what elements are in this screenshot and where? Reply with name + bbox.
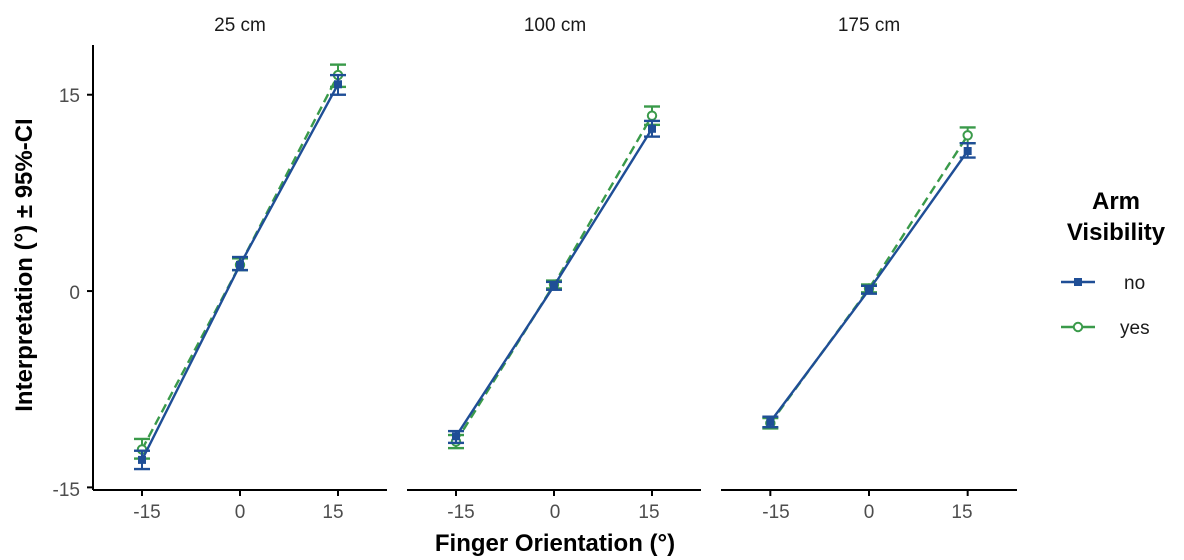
legend-key-yes-marker [1072,321,1084,333]
x-tick-label: -15 [447,502,474,523]
legend-title-line2: Visibility [1067,219,1166,246]
x-tick-label: 0 [235,502,246,523]
y-tick-label: 0 [69,283,80,304]
legend-label-yes: yes [1120,318,1150,339]
x-tick-label: 15 [638,502,659,523]
data-point-no [648,124,656,133]
series-line-no-panel-1 [140,83,340,461]
x-tick-label: 15 [322,502,343,523]
data-point-no [334,80,342,89]
data-point-no [865,285,873,294]
data-point-no [766,417,775,426]
legend: Arm Visibility no yes [1061,188,1166,339]
x-tick-label: -15 [762,502,789,523]
data-point-no [138,455,146,464]
y-tick-label: 15 [59,86,80,107]
y-tick-label: -15 [53,480,80,501]
legend-key-no-marker [1074,278,1082,286]
data-point-yes [646,110,658,121]
facet-title-3: 175 cm [838,15,900,36]
x-tick-label: -15 [133,502,160,523]
series-line-yes-panel-1 [140,74,340,450]
facet-title-1: 25 cm [214,15,266,36]
legend-title-line1: Arm [1092,188,1140,215]
legend-label-no: no [1124,273,1145,294]
series-line-yes-panel-3 [769,134,969,425]
data-point-no [963,147,972,156]
data-point-no [550,281,558,290]
data-point-yes [962,130,973,141]
x-tick-label: 0 [864,502,875,523]
x-tick-label: 0 [550,502,561,523]
facet-title-2: 100 cm [524,15,586,36]
data-point-no [452,432,460,441]
y-axis-title: Interpretation (°) ± 95%-CI [11,118,38,411]
x-axis-title: Finger Orientation (°) [435,530,675,557]
x-tick-label: 15 [951,502,972,523]
data-point-no [236,260,244,269]
